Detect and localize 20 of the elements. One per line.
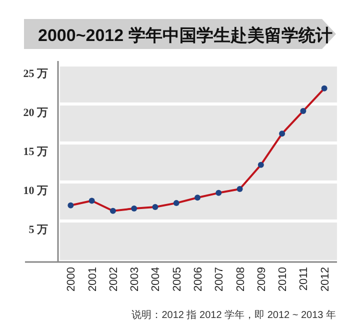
x-tick-label: 2011: [298, 267, 310, 291]
x-tick-label: 2012: [319, 267, 332, 292]
y-tick-label: 5 万: [28, 224, 48, 236]
x-tick-label: 2000: [66, 267, 78, 292]
y-tick-label: 20 万: [23, 107, 48, 119]
x-tick-label: 2001: [86, 267, 99, 292]
x-tick-label: 2007: [214, 267, 226, 292]
x-tick-label: 2002: [108, 267, 120, 292]
y-tick-label: 25 万: [23, 68, 48, 80]
x-tick-label: 2010: [277, 267, 290, 292]
x-tick-label: 2006: [192, 267, 204, 292]
x-tick-label: 2005: [171, 267, 184, 292]
chart-title: 2000~2012 学年中国学生赴美留学统计: [38, 26, 332, 45]
y-tick-label: 15 万: [23, 146, 48, 158]
y-tick-label: 10 万: [23, 185, 48, 197]
x-tick-label: 2004: [150, 267, 162, 292]
x-tick-label: 2009: [256, 267, 268, 292]
x-tick-label: 2008: [234, 267, 247, 292]
x-tick-label: 2003: [129, 267, 142, 292]
text: 说明：2012 指 2012 学年，即 2012 ~ 2013 年: [132, 309, 336, 321]
